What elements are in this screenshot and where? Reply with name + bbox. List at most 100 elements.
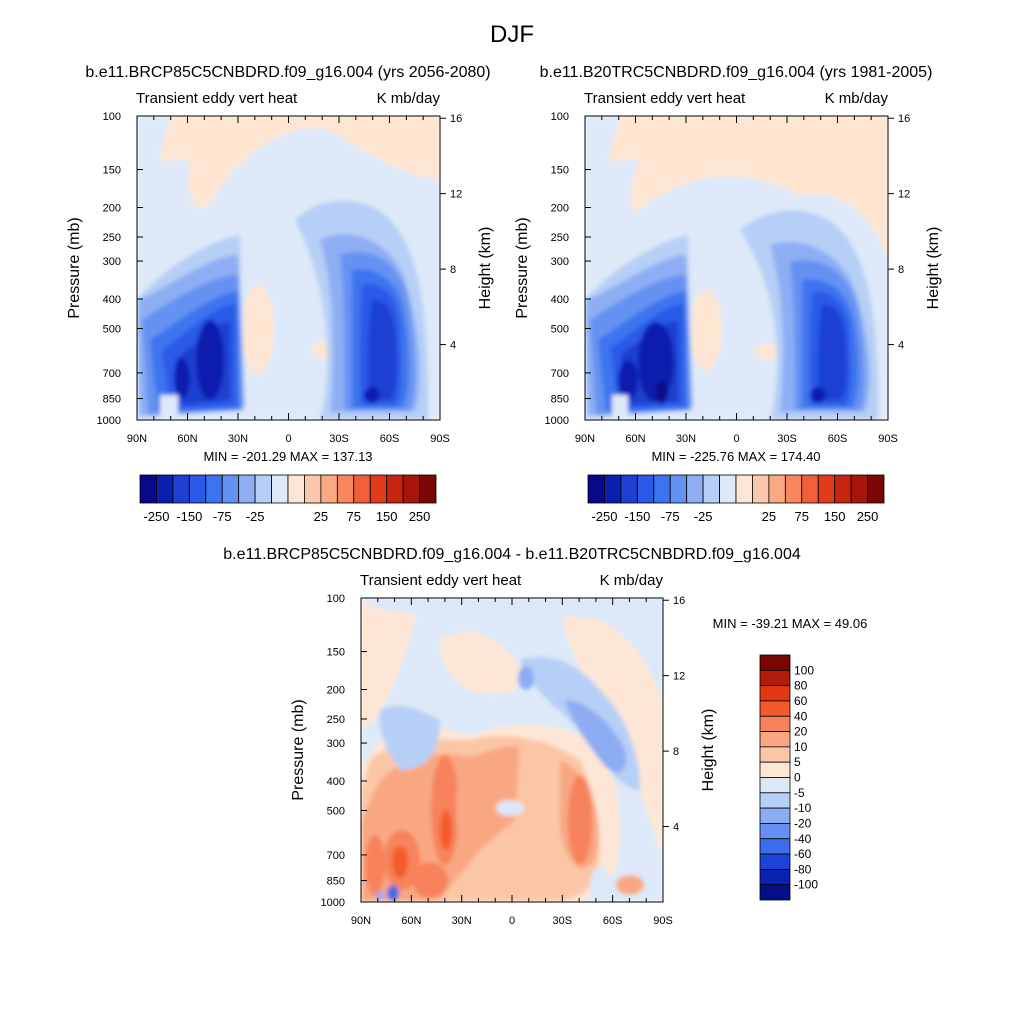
colorbar-swatch xyxy=(768,474,786,504)
colorbar-label: 40 xyxy=(794,709,808,723)
colorbar-swatch xyxy=(759,868,791,886)
colorbar-swatch xyxy=(735,474,753,504)
x-tick-label: 90S xyxy=(430,433,450,445)
colorbar-label: -150 xyxy=(176,509,202,524)
colorbar-label: 150 xyxy=(824,509,846,524)
colorbar-swatch xyxy=(759,807,791,824)
y-axis-title: Pressure (mb) xyxy=(66,217,83,318)
colorbar-swatch xyxy=(759,685,791,702)
colorbar-swatch xyxy=(636,474,655,504)
colorbar-swatch xyxy=(759,792,791,809)
y-tick-label: 850 xyxy=(551,394,569,406)
height-tick-label: 8 xyxy=(450,264,456,276)
x-tick-label: 60N xyxy=(625,433,645,445)
colorbar-label: -75 xyxy=(213,509,232,524)
height-tick-label: 12 xyxy=(450,189,462,201)
colorbar-swatch xyxy=(336,474,355,504)
axes: 100 150 200 250 300 400 500 700 850 1000 90N 60N 30N… xyxy=(514,111,942,445)
colorbar-label: 75 xyxy=(347,509,361,524)
colorbar-label: -60 xyxy=(794,847,812,861)
panel-title: b.e11.BRCP85C5CNBDRD.f09_g16.004 (yrs 20… xyxy=(85,64,490,81)
colorbar-label: 100 xyxy=(794,663,814,677)
colorbar-label: 0 xyxy=(794,771,801,785)
height-tick-label: 12 xyxy=(898,189,910,201)
x-tick-label: 60N xyxy=(177,433,197,445)
colorbar-label: -20 xyxy=(794,816,812,830)
colorbar-swatch xyxy=(719,474,737,504)
y-tick-label: 100 xyxy=(327,593,345,605)
colorbar-swatch xyxy=(784,474,803,504)
x-tick-label: 60S xyxy=(603,915,623,927)
y-tick-label: 850 xyxy=(103,394,121,406)
y-tick-label: 150 xyxy=(551,165,569,177)
y-tick-label: 150 xyxy=(327,647,345,659)
x-tick-label: 60S xyxy=(828,433,848,445)
colorbar-label: 250 xyxy=(409,509,431,524)
y-tick-label: 400 xyxy=(103,294,121,306)
colorbar-swatch xyxy=(386,474,404,504)
height-tick-label: 12 xyxy=(673,671,685,683)
colorbar-label: -5 xyxy=(794,786,805,800)
y-tick-label: 1000 xyxy=(321,897,345,909)
y-tick-label: 700 xyxy=(551,368,569,380)
colorbar-label: 25 xyxy=(762,509,776,524)
colorbar-label: -80 xyxy=(794,862,812,876)
colorbar-swatch xyxy=(702,474,720,504)
panel-title: b.e11.B20TRC5CNBDRD.f09_g16.004 (yrs 198… xyxy=(540,64,933,81)
x-tick-label: 30S xyxy=(777,433,797,445)
colorbar-swatch xyxy=(686,474,704,504)
colorbar-swatch xyxy=(271,474,289,504)
height-tick-label: 4 xyxy=(673,822,679,834)
x-tick-label: 0 xyxy=(509,915,515,927)
stats-text: MIN = -225.76 MAX = 174.40 xyxy=(651,449,820,464)
colorbar-swatch xyxy=(653,474,671,504)
colorbar-swatch xyxy=(402,474,420,504)
colorbar-swatch xyxy=(188,474,207,504)
panel-left-label: Transient eddy vert heat xyxy=(136,90,298,107)
panel-right-label: K mb/day xyxy=(377,90,441,107)
y-tick-label: 850 xyxy=(327,876,345,888)
colorbar-swatch xyxy=(620,474,638,504)
colorbar-swatch xyxy=(304,474,322,504)
y-axis-title: Pressure (mb) xyxy=(290,699,307,800)
colorbar-swatch xyxy=(759,746,791,763)
colorbar-label: 80 xyxy=(794,679,808,693)
panel-difference: b.e11.BRCP85C5CNBDRD.f09_g16.004 - b.e11… xyxy=(223,546,867,927)
panel-right-label: K mb/day xyxy=(600,572,664,589)
y-tick-label: 200 xyxy=(103,203,121,215)
page-title: DJF xyxy=(490,21,534,48)
x-tick-label: 30N xyxy=(228,433,248,445)
colorbar-label: 75 xyxy=(795,509,809,524)
colorbar-label: 250 xyxy=(857,509,879,524)
colorbar-swatch xyxy=(172,474,190,504)
panel-title: b.e11.BRCP85C5CNBDRD.f09_g16.004 - b.e11… xyxy=(223,546,801,563)
y-tick-label: 300 xyxy=(551,256,569,268)
colorbar-label: -150 xyxy=(624,509,650,524)
y-tick-label: 250 xyxy=(327,714,345,726)
height-tick-label: 8 xyxy=(898,264,904,276)
panel-future: b.e11.BRCP85C5CNBDRD.f09_g16.004 (yrs 20… xyxy=(66,64,494,524)
colorbar-label: -100 xyxy=(794,878,818,892)
contour-field xyxy=(361,598,663,902)
x-tick-label: 90S xyxy=(653,915,673,927)
colorbar-swatch xyxy=(369,474,388,504)
height-tick-label: 4 xyxy=(898,340,904,352)
y-tick-label: 1000 xyxy=(545,415,569,427)
axes: 100 150 200 250 300 400 500 700 850 1000 90N 60N 30N… xyxy=(66,111,494,445)
y-axis-title: Pressure (mb) xyxy=(514,217,531,318)
panel-left-label: Transient eddy vert heat xyxy=(360,572,522,589)
colorbar-swatch xyxy=(238,474,256,504)
colorbar-swatch xyxy=(759,777,791,794)
colorbar-swatch xyxy=(287,474,305,504)
colorbar-swatch xyxy=(604,474,622,504)
contour-field xyxy=(137,116,440,420)
colorbar-label: -10 xyxy=(794,801,812,815)
y-tick-label: 1000 xyxy=(97,415,121,427)
height-tick-label: 16 xyxy=(450,113,462,125)
colorbar-swatch xyxy=(320,474,338,504)
x-tick-label: 0 xyxy=(285,433,291,445)
stats-text: MIN = -39.21 MAX = 49.06 xyxy=(713,616,868,631)
colorbar-swatch xyxy=(850,474,868,504)
x-tick-label: 90S xyxy=(878,433,898,445)
colorbar-label: -25 xyxy=(694,509,713,524)
